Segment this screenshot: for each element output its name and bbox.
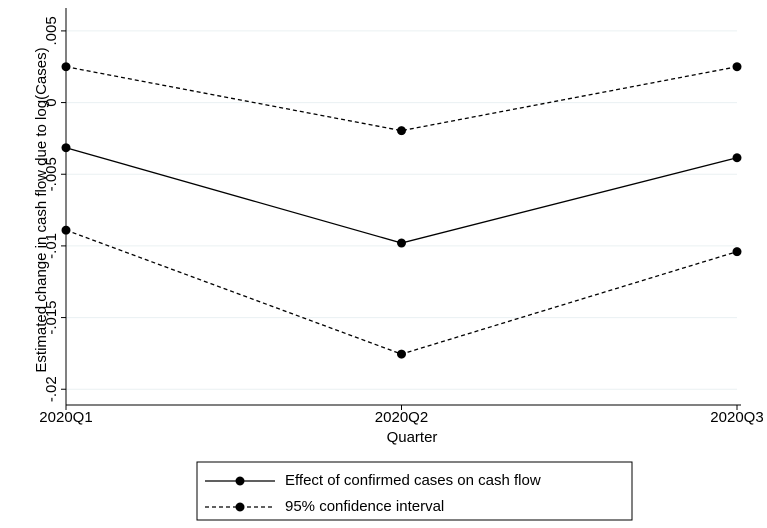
ci-upper-line-marker (61, 62, 71, 72)
y-axis-title: Estimated change in cash flow due to log… (33, 47, 50, 372)
x-tick-label: 2020Q1 (39, 409, 92, 426)
legend-marker (235, 502, 245, 512)
series-line-marker (61, 143, 71, 153)
ci-upper-line-marker (732, 62, 742, 72)
legend-box (196, 461, 633, 521)
ci-upper-line (65, 66, 738, 132)
ci-lower-line-marker (61, 225, 71, 235)
ci-upper-line-marker (397, 126, 406, 136)
legend-marker (235, 476, 245, 486)
y-tick-label: -.02 (43, 376, 60, 402)
x-tick-label: 2020Q2 (375, 409, 428, 426)
ci-lower-line-marker (732, 247, 742, 257)
y-tick-label: .005 (43, 16, 60, 45)
ci-lower-line-marker (397, 349, 406, 359)
series-line-marker (397, 238, 406, 248)
legend-label: 95% confidence interval (285, 498, 444, 515)
y-tick-label: -.01 (43, 233, 60, 259)
y-tick-label: -.005 (43, 157, 60, 191)
x-axis-title: Quarter (387, 429, 438, 446)
y-tick-label: 0 (43, 98, 60, 106)
series-line-marker (732, 153, 742, 163)
x-tick-label: 2020Q3 (710, 409, 763, 426)
y-tick-label: -.015 (43, 300, 60, 334)
legend-label: Effect of confirmed cases on cash flow (285, 472, 541, 489)
